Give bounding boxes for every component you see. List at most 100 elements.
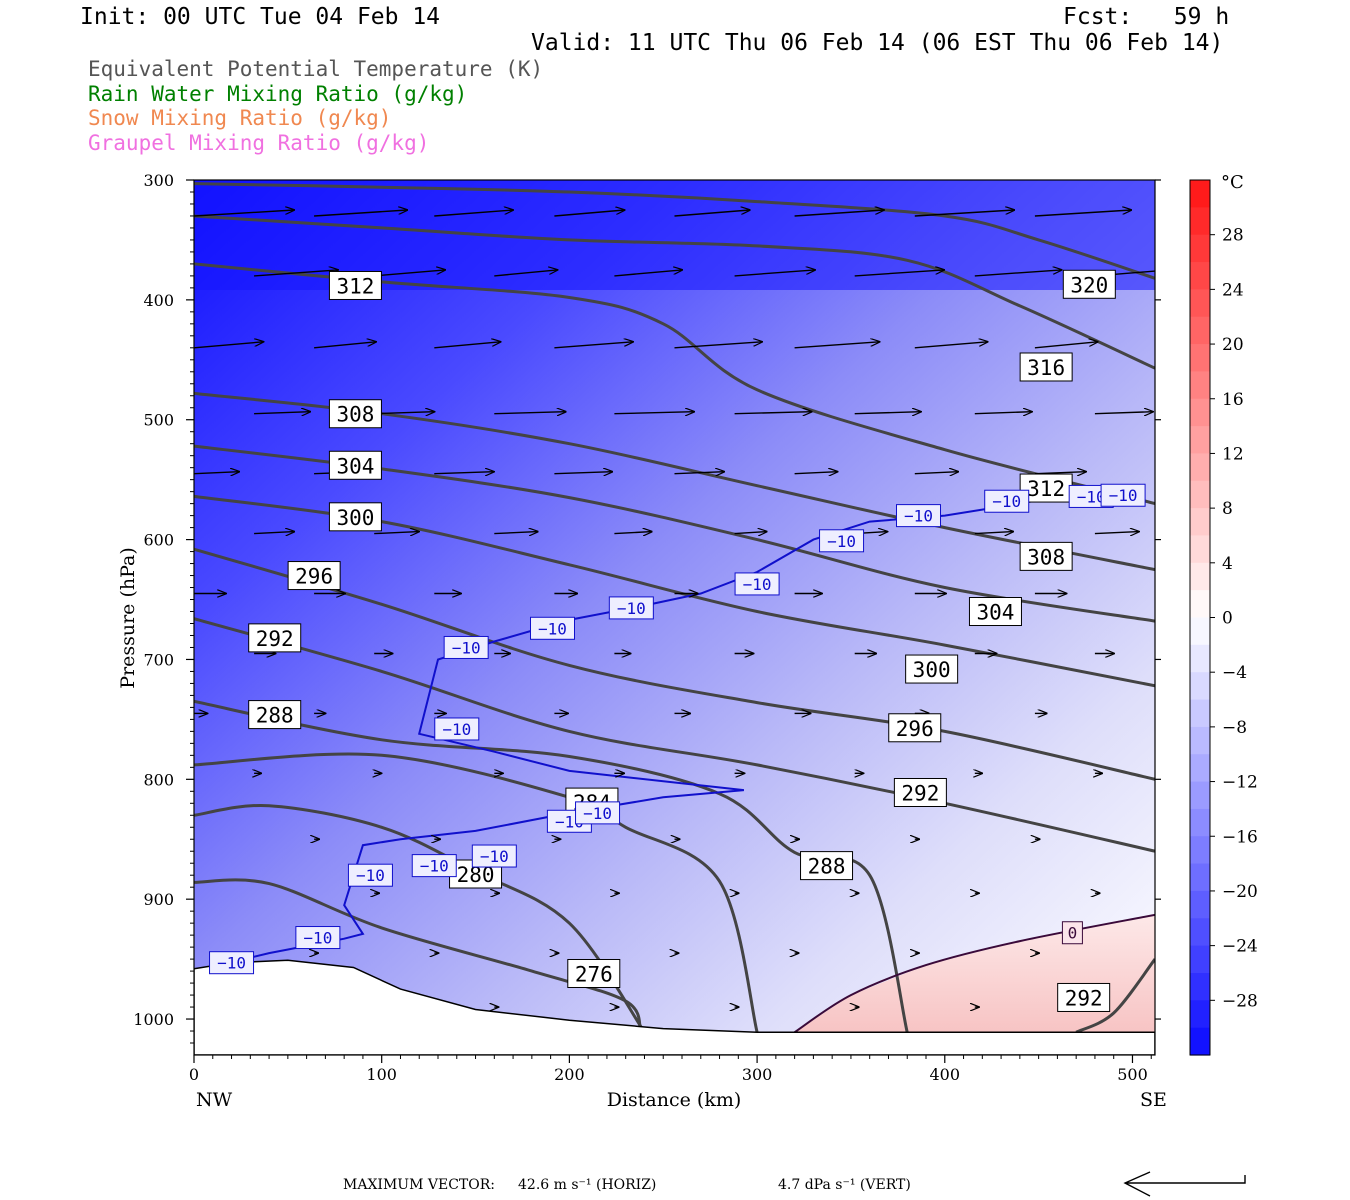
wind-vector — [674, 210, 750, 217]
colorbar-label: −16 — [1222, 827, 1258, 847]
theta-e-label-296: 296 — [888, 713, 942, 743]
colorbar-cell — [1190, 890, 1210, 919]
svg-text:288: 288 — [808, 855, 846, 879]
colorbar-cell — [1190, 316, 1210, 345]
colorbar-label: −12 — [1222, 773, 1258, 793]
isotherm-label-minus-ten: −10 — [347, 863, 393, 887]
wind-vector — [914, 210, 1014, 217]
colorbar-cell — [1190, 945, 1210, 974]
isotherm-label-minus-ten: −10 — [1100, 483, 1146, 507]
wind-vector — [374, 412, 434, 414]
colorbar-label: 24 — [1222, 280, 1244, 300]
reference-vector-arrow — [1123, 1171, 1246, 1197]
legend-theta-e: Equivalent Potential Temperature (K) — [88, 57, 544, 81]
colorbar-cell — [1190, 1027, 1210, 1056]
svg-text:308: 308 — [336, 403, 374, 427]
colorbar-cell — [1190, 644, 1210, 673]
wind-vector — [974, 270, 1062, 277]
svg-text:−10: −10 — [1109, 486, 1138, 505]
colorbar-label: 12 — [1222, 444, 1244, 464]
colorbar-cell — [1190, 726, 1210, 755]
y-tick-label: 1000 — [133, 1010, 174, 1029]
colorbar-label: −28 — [1222, 991, 1258, 1011]
colorbar-label: −8 — [1222, 718, 1247, 738]
colorbar-cell — [1190, 207, 1210, 236]
wind-vector — [554, 472, 612, 474]
y-tick-label: 500 — [143, 411, 174, 430]
wind-vector — [194, 210, 294, 217]
theta-e-label-308: 308 — [328, 399, 382, 429]
y-tick-label: 900 — [143, 890, 174, 909]
theta-e-label-292: 292 — [893, 778, 947, 807]
theta-e-label-304: 304 — [968, 597, 1022, 627]
svg-text:300: 300 — [336, 506, 374, 530]
x-tick-label: 500 — [1117, 1065, 1148, 1084]
colorbar-cell — [1190, 398, 1210, 427]
colorbar-cell — [1190, 972, 1210, 1001]
colorbar-label: 28 — [1222, 226, 1244, 246]
isotherm-label-minus-ten: −10 — [434, 717, 480, 741]
svg-text:−10: −10 — [743, 575, 772, 594]
theta-e-contour-288 — [194, 699, 909, 1033]
theta-e-label-304: 304 — [328, 450, 382, 480]
colorbar-cell — [1190, 262, 1210, 290]
wind-vector — [914, 342, 988, 349]
colorbar-cell — [1190, 1000, 1210, 1029]
svg-text:−10: −10 — [356, 866, 385, 885]
colorbar-cell — [1190, 562, 1210, 591]
colorbar-cell — [1190, 234, 1210, 263]
svg-text:−10: −10 — [904, 507, 933, 526]
wind-vector — [674, 342, 763, 349]
svg-text:−10: −10 — [217, 954, 246, 973]
colorbar-cell — [1190, 672, 1210, 701]
colorbar-cell — [1190, 180, 1210, 208]
wind-vector — [734, 412, 812, 414]
svg-text:296: 296 — [295, 565, 333, 589]
wind-vector — [434, 210, 513, 217]
wind-vector — [794, 342, 880, 349]
theta-e-contour-316 — [194, 214, 1155, 370]
svg-text:296: 296 — [896, 717, 934, 741]
wind-vector — [734, 270, 815, 277]
wind-vector — [374, 270, 445, 277]
colorbar-cell — [1190, 344, 1210, 372]
svg-text:−10: −10 — [827, 532, 856, 551]
isotherm-label-minus-ten: −10 — [984, 489, 1030, 513]
colorbar-label: −24 — [1222, 937, 1258, 957]
isotherm-label-minus-ten: −10 — [896, 504, 942, 528]
svg-text:−10: −10 — [303, 929, 332, 948]
init-time: Init: 00 UTC Tue 04 Feb 14 — [80, 4, 441, 30]
svg-text:300: 300 — [913, 658, 951, 682]
svg-text:−10: −10 — [442, 720, 471, 739]
colorbar-cell — [1190, 371, 1210, 400]
x-tick-label: 300 — [742, 1065, 773, 1084]
svg-text:−10: −10 — [1077, 487, 1106, 506]
isotherm-label-minus-ten: −10 — [734, 572, 780, 596]
y-tick-label: 700 — [143, 650, 174, 669]
theta-e-contour-280 — [194, 803, 646, 1034]
wind-vector — [614, 532, 651, 534]
isotherm-label-minus-ten: −10 — [411, 854, 457, 878]
svg-text:312: 312 — [1027, 477, 1065, 501]
wind-vector — [254, 412, 310, 414]
y-tick-label: 300 — [143, 171, 174, 190]
svg-text:276: 276 — [575, 962, 613, 986]
minus-ten-isotherm — [194, 488, 1142, 973]
wind-vector — [254, 270, 338, 277]
colorbar-label: 8 — [1222, 499, 1233, 519]
colorbar-unit: °C — [1221, 172, 1244, 193]
colorbar-cell — [1190, 508, 1210, 537]
svg-text:312: 312 — [336, 274, 374, 298]
wind-vector — [974, 412, 1032, 414]
svg-text:292: 292 — [256, 627, 294, 651]
svg-text:304: 304 — [336, 454, 374, 478]
isotherm-label-minus-ten: −10 — [295, 926, 341, 950]
wind-vector — [674, 472, 725, 474]
isotherm-label-minus-ten: −10 — [608, 596, 654, 620]
x-end-right: SE — [1140, 1089, 1167, 1111]
theta-e-label-288: 288 — [800, 851, 854, 881]
svg-text:292: 292 — [1065, 986, 1103, 1010]
wind-vector — [434, 342, 500, 349]
wind-vector — [494, 532, 537, 534]
x-tick-label: 100 — [366, 1065, 397, 1084]
